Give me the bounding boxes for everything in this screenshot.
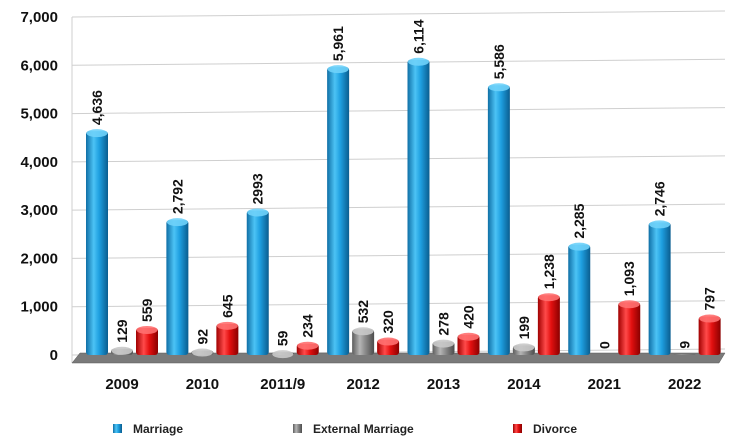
bar-marriage [86,131,108,355]
x-tick-label: 2014 [507,376,541,393]
gridline [71,107,726,115]
bar-cap-divorce [297,341,319,350]
bar-divorce [698,316,721,355]
bar-cap-marriage [86,129,108,138]
bar-cap-marriage [568,242,590,251]
data-label-divorce: 797 [702,287,718,311]
bar-marriage [568,244,591,355]
data-label-marriage: 2,746 [652,181,668,216]
data-label-external-marriage: 92 [194,329,210,345]
gridline [71,58,726,66]
bar-divorce [537,295,560,355]
x-tick-label: 2012 [346,376,379,393]
data-label-marriage: 2,285 [571,203,587,238]
data-label-external-marriage: 129 [114,319,130,343]
legend-label-external-marriage: External Marriage [313,422,414,436]
bar-cap-marriage [166,218,188,227]
data-label-marriage: 5,586 [491,44,507,79]
bar-cap-marriage [488,83,510,92]
bar-cap-external-marriage [352,327,374,336]
bar-cap-divorce [618,300,640,309]
y-tick-label: 6,000 [20,57,58,74]
bar-divorce [618,302,641,355]
data-label-divorce: 559 [139,298,155,322]
gridline [71,10,726,18]
y-tick-label: 0 [50,347,58,364]
bar-marriage [487,85,510,355]
bar-marriage [246,210,269,355]
bar-cap-divorce [377,337,399,346]
bar-cap-external-marriage [513,343,535,352]
data-label-marriage: 4,636 [89,90,105,125]
bar-divorce [216,323,239,355]
bar-cap-marriage [327,65,349,74]
data-label-marriage: 5,961 [330,26,346,61]
data-label-external-marriage: 59 [275,330,291,346]
legend-swatch-external-marriage [293,424,302,433]
y-tick-label: 5,000 [20,106,58,123]
data-label-divorce: 420 [461,305,477,329]
data-label-marriage: 2,792 [169,179,185,214]
legend-swatch-marriage [113,424,122,433]
data-label-external-marriage: 199 [516,316,532,340]
data-label-external-marriage: 532 [355,300,371,324]
bar-cap-divorce [538,293,560,302]
gridline [71,155,726,163]
legend-label-divorce: Divorce [533,422,577,436]
data-label-divorce: 234 [300,314,316,338]
y-tick-label: 7,000 [20,9,58,26]
bar-marriage [407,59,430,356]
bar-marriage [166,220,189,355]
y-tick-label: 4,000 [20,154,58,171]
x-tick-label: 2010 [186,376,219,393]
data-label-external-marriage: 278 [436,312,452,336]
bar-cap-marriage [408,57,429,66]
y-tick-label: 3,000 [20,202,58,219]
bar-marriage [648,222,671,355]
bar-cap-marriage [247,208,269,217]
x-tick-label: 2013 [427,376,460,393]
data-label-divorce: 1,238 [541,254,557,289]
bar-cap-divorce [136,326,158,335]
bar-cap-marriage [649,220,671,229]
bar-cap-external-marriage [111,346,133,355]
x-tick-label: 2022 [668,376,701,393]
data-label-marriage: 2993 [250,173,266,204]
data-label-divorce: 1,093 [621,261,637,296]
data-label-marriage: 6,114 [411,19,427,53]
chart-floor [71,352,726,364]
y-tick-label: 1,000 [20,299,58,316]
bar-external-marriage [352,329,375,355]
bar-marriage [327,67,350,355]
bar-cap-external-marriage [433,339,454,348]
gridline [71,203,726,211]
data-label-external-marriage: 0 [596,341,612,349]
bar-cap-divorce [458,332,479,341]
y-tick-label: 2,000 [20,250,58,267]
data-label-divorce: 645 [219,294,235,318]
bar-cap-external-marriage [191,348,213,357]
bar-cap-external-marriage [272,350,294,359]
x-tick-label: 2021 [588,376,621,393]
x-tick-label: 2011/9 [260,376,305,393]
bar-cap-divorce [699,314,721,323]
bar-divorce [136,328,158,355]
legend-label-marriage: Marriage [133,422,183,436]
x-tick-label: 2009 [105,376,138,393]
bar-cap-divorce [216,321,238,330]
data-label-divorce: 320 [380,310,396,334]
legend-swatch-divorce [513,424,522,433]
data-label-external-marriage: 9 [677,341,693,349]
